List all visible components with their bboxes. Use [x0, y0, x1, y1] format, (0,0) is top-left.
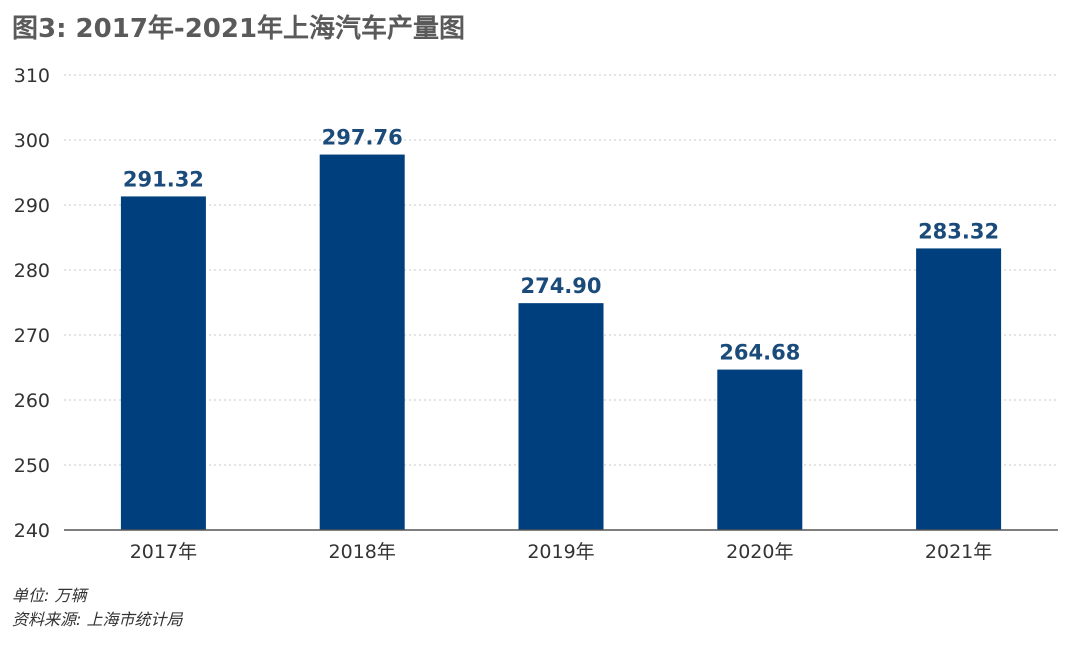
- y-axis-ticks: 240 250 260 270 280 290 300 310: [14, 65, 50, 542]
- y-tick-label: 290: [14, 195, 50, 217]
- chart-title: 图3: 2017年-2021年上海汽车产量图: [12, 14, 466, 44]
- y-tick-label: 300: [14, 130, 50, 152]
- value-label: 291.32: [123, 167, 204, 191]
- y-tick-label: 260: [14, 390, 50, 412]
- value-label: 274.90: [520, 274, 601, 298]
- x-tick-label: 2019年: [527, 541, 594, 563]
- x-tick-label: 2018年: [329, 541, 396, 563]
- x-axis-ticks: 2017年 2018年 2019年 2020年 2021年: [130, 541, 993, 563]
- value-label: 283.32: [918, 219, 999, 243]
- bar-2020年: [717, 369, 803, 530]
- bar-2017年: [120, 196, 206, 531]
- y-tick-label: 310: [14, 65, 50, 87]
- bar-2019年: [518, 303, 604, 530]
- bars: [120, 154, 1002, 531]
- source-note: 资料来源: 上海市统计局: [12, 610, 183, 629]
- bar-2018年: [319, 154, 405, 530]
- value-label: 297.76: [322, 126, 403, 150]
- y-tick-label: 280: [14, 260, 50, 282]
- bar-chart: 240 250 260 270 280 290 300 310 291.32 297.76 274…: [14, 65, 1058, 563]
- value-labels: 291.32 297.76 274.90 264.68 283.32: [123, 126, 999, 365]
- bar-2021年: [916, 248, 1002, 531]
- value-label: 264.68: [719, 341, 800, 365]
- x-tick-label: 2017年: [130, 541, 197, 563]
- y-tick-label: 270: [14, 325, 50, 347]
- y-tick-label: 250: [14, 455, 50, 477]
- x-tick-label: 2020年: [726, 541, 793, 563]
- unit-note: 单位: 万辆: [12, 586, 87, 605]
- y-tick-label: 240: [14, 520, 50, 542]
- x-tick-label: 2021年: [925, 541, 992, 563]
